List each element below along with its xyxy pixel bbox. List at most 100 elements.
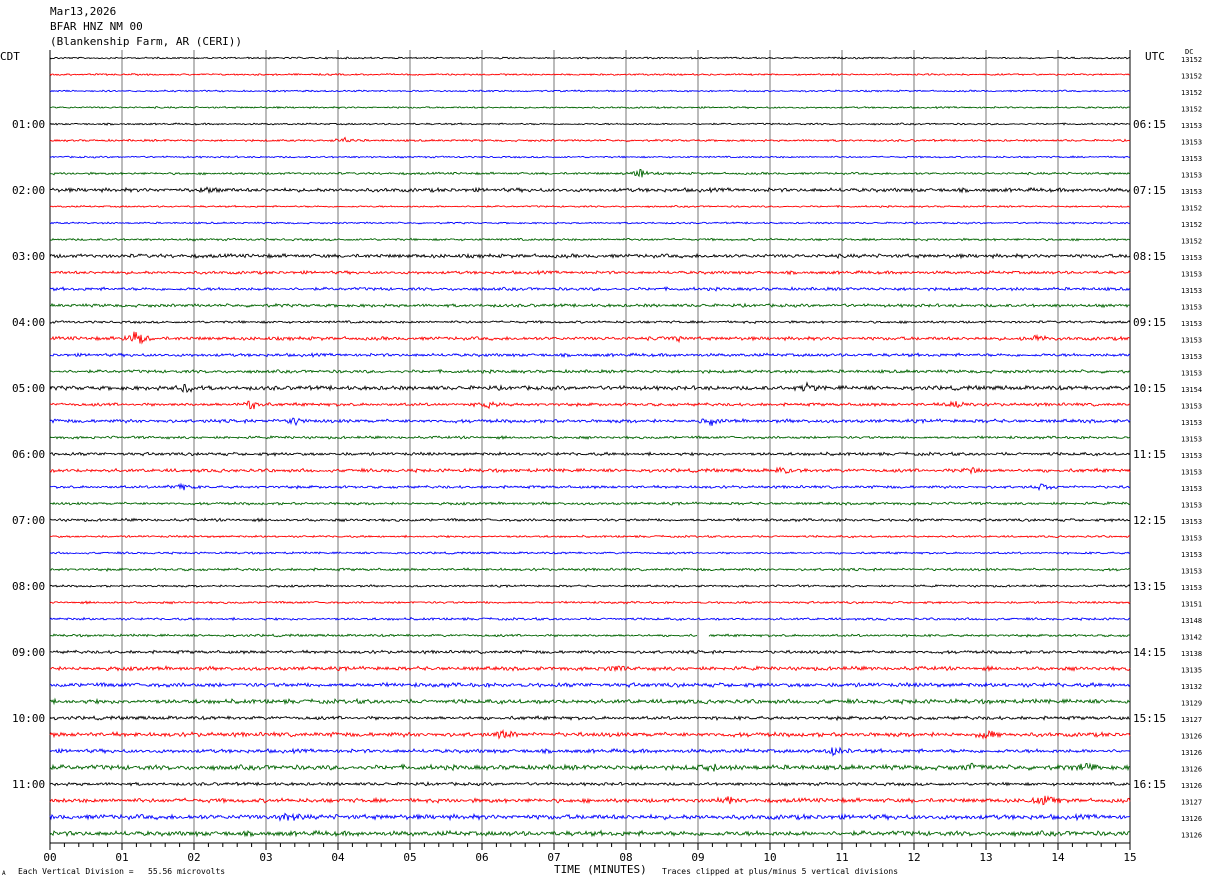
station-name: (Blankenship Farm, AR (CERI)): [50, 35, 243, 48]
trace-line: [49, 122, 1131, 126]
x-axis-title: TIME (MINUTES): [554, 863, 647, 876]
dc-offset-label: 13126: [1181, 815, 1202, 823]
x-tick-label: 10: [763, 851, 776, 864]
x-tick-label: 05: [403, 851, 416, 864]
dc-offset-label: 13138: [1181, 650, 1202, 658]
x-tick-label: 06: [475, 851, 488, 864]
dc-offset-label: 13126: [1181, 832, 1202, 840]
dc-offset-label: 13153: [1181, 337, 1202, 345]
dc-offset-label: 13152: [1181, 221, 1202, 229]
trace-line: [49, 136, 1131, 143]
trace-line: [49, 762, 1131, 772]
x-tick-label: 00: [43, 851, 56, 864]
trace-line: [50, 168, 1131, 178]
dc-offset-label: 13153: [1181, 551, 1202, 559]
left-hour-label: 11:00: [12, 778, 45, 791]
trace-line: [49, 319, 1131, 325]
trace-line: [49, 435, 1131, 440]
dc-offset-label: 13151: [1181, 601, 1202, 609]
trace-line: [49, 155, 1131, 159]
left-hour-label: 01:00: [12, 118, 45, 131]
dc-offset-label: 13153: [1181, 320, 1202, 328]
dc-offset-label: 13153: [1181, 469, 1202, 477]
trace-line: [49, 381, 1131, 394]
dc-offset-label: 13126: [1181, 766, 1202, 774]
trace-line: [49, 583, 1131, 589]
trace-line: [49, 400, 1131, 410]
dc-offset-header: DC: [1185, 48, 1194, 56]
dc-offset-label: 13153: [1181, 568, 1202, 576]
right-hour-label: 13:15: [1133, 580, 1166, 593]
axis-labels: 00 01 02 03 04 05 06 07 08 09 10 11 12 13 14 15 13152 131…: [12, 56, 1202, 864]
trace-line: [49, 567, 1131, 572]
dc-offset-label: 13153: [1181, 502, 1202, 510]
trace-line: [49, 517, 1131, 523]
left-hour-label: 02:00: [12, 184, 45, 197]
trace-line: [49, 551, 1131, 556]
x-tick-label: 12: [907, 851, 920, 864]
trace-line: [49, 89, 1131, 93]
dc-offset-label: 13152: [1181, 89, 1202, 97]
dc-offset-label: 13142: [1181, 634, 1202, 642]
x-tick-label: 14: [1051, 851, 1065, 864]
x-tick-label: 15: [1123, 851, 1136, 864]
x-tick-label: 03: [259, 851, 272, 864]
trace-line: [49, 286, 1131, 292]
trace-line: [49, 237, 1131, 242]
trace-line: [49, 466, 1131, 475]
trace-line: [49, 482, 1131, 492]
left-hour-label: 09:00: [12, 646, 45, 659]
dc-offset-label: 13127: [1181, 799, 1202, 807]
trace-line: [49, 417, 1131, 427]
trace-line: [49, 501, 1131, 506]
dc-offset-label: 13153: [1181, 485, 1202, 493]
dc-offset-label: 13153: [1181, 271, 1202, 279]
dc-offset-label: 13153: [1181, 155, 1202, 163]
dc-offset-label: 13126: [1181, 733, 1202, 741]
x-tick-label: 08: [619, 851, 632, 864]
dc-offset-label: 13153: [1181, 139, 1202, 147]
dc-offset-label: 13153: [1181, 188, 1202, 196]
dc-offset-label: 13126: [1181, 749, 1202, 757]
dc-offset-label: 13153: [1181, 452, 1202, 460]
x-tick-label: 02: [187, 851, 200, 864]
dc-offset-label: 13153: [1181, 419, 1202, 427]
right-hour-label: 11:15: [1133, 448, 1166, 461]
dc-offset-label: 13152: [1181, 238, 1202, 246]
dc-offset-label: 13154: [1181, 386, 1202, 394]
left-hour-label: 08:00: [12, 580, 45, 593]
dc-offset-label: 13153: [1181, 535, 1202, 543]
x-tick-label: 04: [331, 851, 345, 864]
dc-offset-label: 13148: [1181, 617, 1202, 625]
trace-line: [49, 451, 1131, 457]
corner-mark: A: [2, 870, 6, 877]
right-timezone-label: UTC: [1145, 50, 1165, 63]
trace-line: [49, 252, 1131, 260]
clip-note: Traces clipped at plus/minus 5 vertical …: [662, 867, 899, 876]
dc-offset-label: 13153: [1181, 403, 1202, 411]
trace-line: [49, 616, 1131, 622]
trace-line: [49, 728, 1131, 740]
trace-line: [49, 368, 1131, 375]
trace-line: [49, 812, 1130, 822]
dc-offset-label: 13129: [1181, 700, 1202, 708]
left-hour-label: 06:00: [12, 448, 45, 461]
dc-offset-label: 13152: [1181, 73, 1202, 81]
right-hour-label: 14:15: [1133, 646, 1166, 659]
dc-offset-label: 13153: [1181, 353, 1202, 361]
dc-offset-label: 13153: [1181, 254, 1202, 262]
x-tick-label: 09: [691, 851, 704, 864]
dc-offset-label: 13153: [1181, 370, 1202, 378]
dc-offset-label: 13127: [1181, 716, 1202, 724]
dc-offset-label: 13132: [1181, 683, 1202, 691]
trace-line: [49, 600, 1131, 605]
right-hour-label: 15:15: [1133, 712, 1166, 725]
trace-line: [49, 56, 1131, 60]
plot-grid: [49, 50, 1131, 850]
dc-offset-label: 13135: [1181, 667, 1202, 675]
dc-offset-label: 13153: [1181, 518, 1202, 526]
right-hour-label: 10:15: [1133, 382, 1166, 395]
trace-line: [49, 269, 1131, 276]
dc-offset-label: 13152: [1181, 205, 1202, 213]
